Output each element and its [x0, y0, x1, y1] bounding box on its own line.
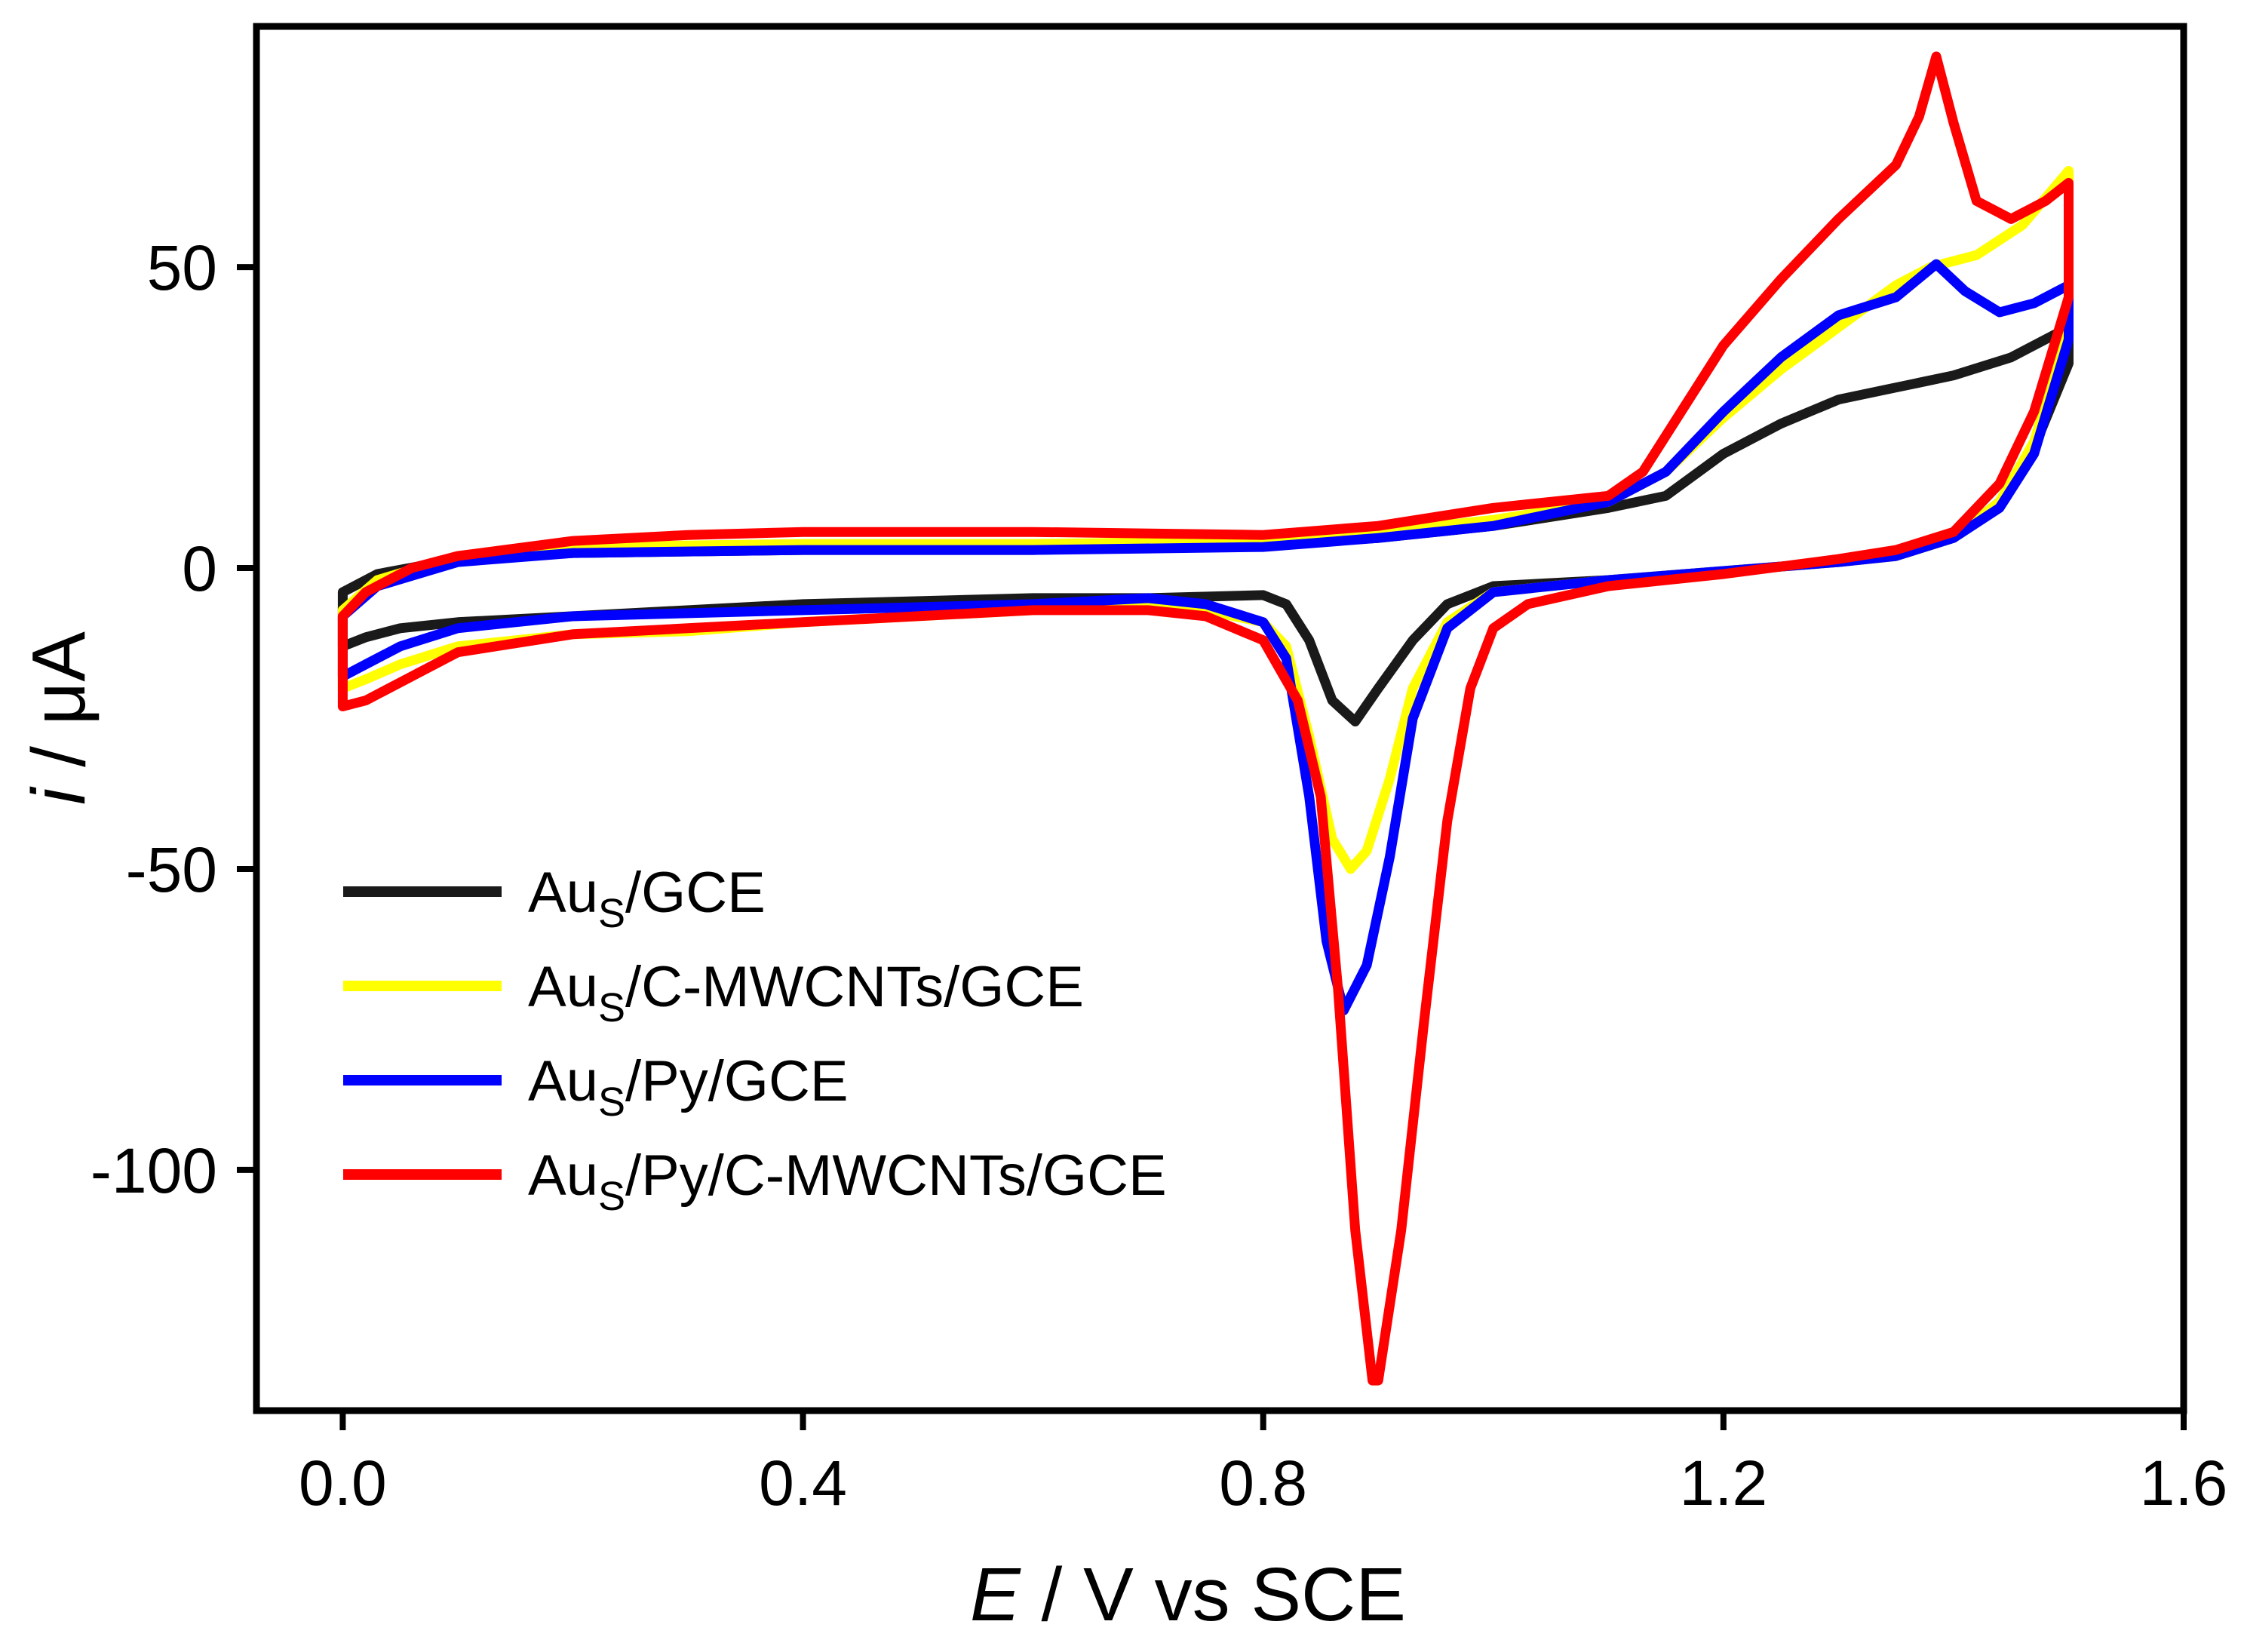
legend-label-sub-3: S [598, 1174, 625, 1219]
plot-frame [253, 23, 2187, 1414]
legend-label-rest-1: /C-MWCNTs/GCE [625, 955, 1084, 1019]
legend-label-base-3: Au [528, 1144, 598, 1208]
y-tick-label-2: -50 [126, 834, 217, 905]
legend-label-rest-3: /Py/C-MWCNTs/GCE [625, 1144, 1167, 1208]
legend-label-rest-2: /Py/GCE [625, 1049, 849, 1113]
x-tick-label-1: 0.4 [759, 1448, 847, 1518]
legend-label-rest-0: /GCE [625, 861, 766, 925]
tick-labels: 0.0 0.4 0.8 1.2 1.6 50 0 -50 -100 [91, 232, 2228, 1518]
series-line-0 [337, 322, 2074, 726]
legend: AuS/GCEAuS/C-MWCNTs/GCEAuS/Py/GCEAuS/Py/… [343, 861, 1167, 1219]
series-line-2 [337, 259, 2074, 1015]
legend-label-base-1: Au [528, 955, 598, 1019]
x-tick-label-4: 1.6 [2140, 1448, 2228, 1518]
y-axis-label-symbol: i [17, 786, 101, 805]
series-layer [337, 51, 2074, 1386]
legend-label-sub-0: S [598, 891, 625, 936]
x-tick-label-3: 1.2 [1679, 1448, 1767, 1518]
legend-label-2: AuS/Py/GCE [528, 1049, 849, 1125]
y-tick-label-0: 50 [147, 232, 217, 303]
legend-label-1: AuS/C-MWCNTs/GCE [528, 955, 1084, 1030]
x-axis-label: E / V vs SCE [970, 1552, 1406, 1637]
legend-label-base-2: Au [528, 1049, 598, 1113]
legend-label-base-0: Au [528, 861, 598, 925]
y-tick-label-3: -100 [91, 1135, 217, 1206]
x-axis-label-unit: / V vs SCE [1021, 1552, 1406, 1637]
y-axis-label-unit: / μA [17, 631, 101, 788]
legend-label-3: AuS/Py/C-MWCNTs/GCE [528, 1144, 1167, 1219]
legend-label-sub-2: S [598, 1079, 625, 1125]
legend-label-sub-1: S [598, 985, 625, 1030]
legend-label-0: AuS/GCE [528, 861, 766, 936]
series-line-1 [337, 166, 2074, 874]
y-tick-label-1: 0 [182, 533, 217, 604]
series-line-3 [337, 51, 2074, 1386]
x-tick-label-0: 0.0 [299, 1448, 387, 1518]
x-axis-label-symbol: E [970, 1552, 1021, 1637]
ticks-layer [237, 264, 2187, 1430]
x-tick-label-2: 0.8 [1219, 1448, 1307, 1518]
y-axis-label: i / μA [17, 631, 101, 805]
